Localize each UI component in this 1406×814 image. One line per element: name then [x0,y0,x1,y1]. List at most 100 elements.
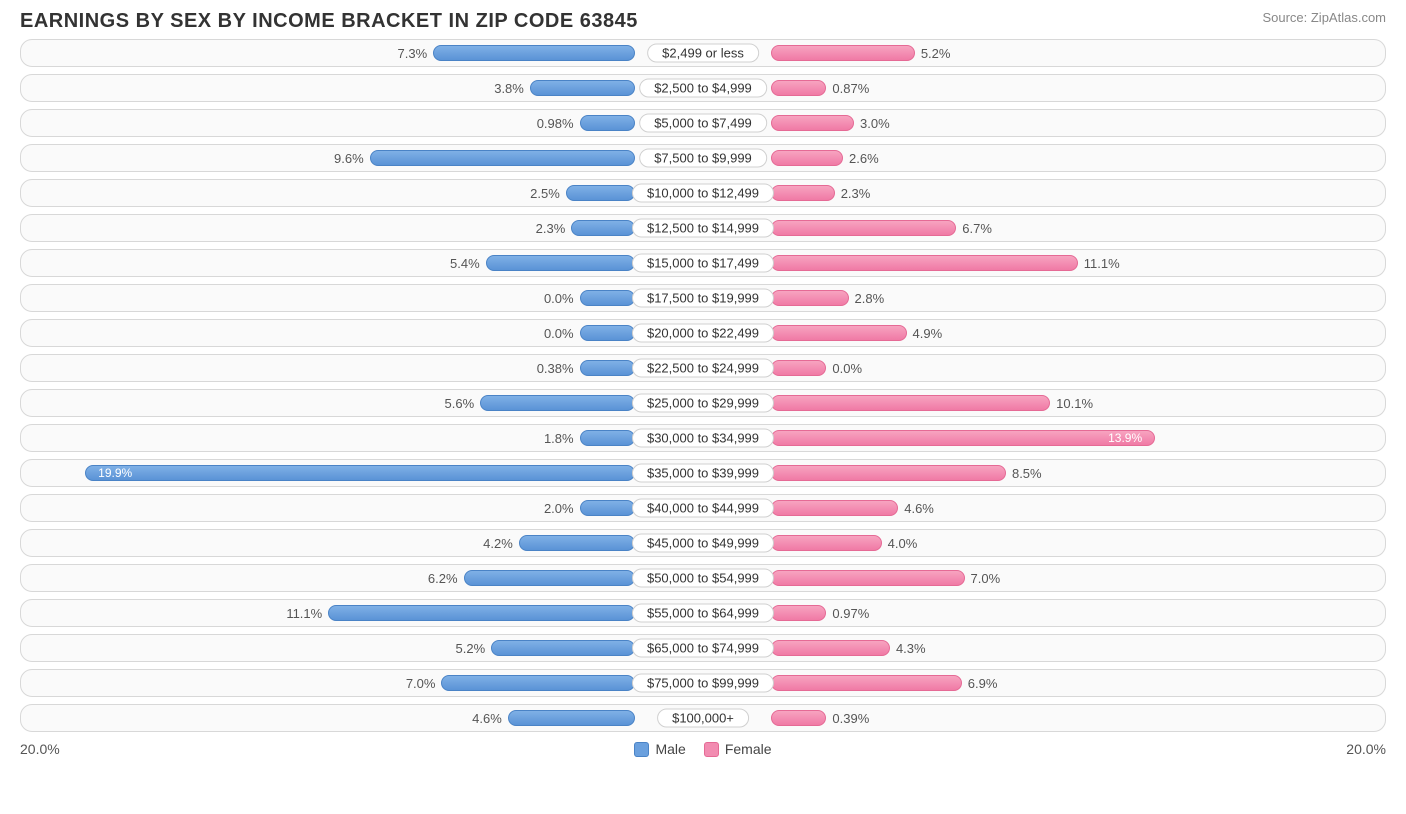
bracket-label: $7,500 to $9,999 [639,149,767,168]
male-bar [441,675,634,691]
female-pct-label: 10.1% [1050,396,1099,411]
female-pct-label: 2.3% [835,186,877,201]
female-bar [771,710,826,726]
bracket-label: $45,000 to $49,999 [632,534,774,553]
female-bar [771,150,843,166]
bracket-label: $25,000 to $29,999 [632,394,774,413]
male-bar [580,500,635,516]
female-pct-label: 6.7% [956,221,998,236]
female-bar [771,675,962,691]
female-swatch-icon [704,742,719,757]
male-swatch-icon [634,742,649,757]
legend-female-label: Female [725,741,772,757]
male-pct-label: 0.38% [531,361,580,376]
male-bar [433,45,635,61]
female-bar [771,80,826,96]
male-pct-label: 6.2% [422,571,464,586]
female-bar [771,465,1006,481]
female-bar [771,605,826,621]
male-bar [580,290,635,306]
axis-max-right: 20.0% [1346,741,1386,757]
female-bar [771,325,906,341]
bracket-label: $50,000 to $54,999 [632,569,774,588]
bracket-label: $10,000 to $12,499 [632,184,774,203]
chart-row: 1.8% 13.9% $30,000 to $34,999 [20,424,1386,452]
chart-row: 0.0%4.9%$20,000 to $22,499 [20,319,1386,347]
female-bar [771,570,964,586]
chart-row: 5.2%4.3%$65,000 to $74,999 [20,634,1386,662]
female-bar [771,360,826,376]
chart-row: 7.0%6.9%$75,000 to $99,999 [20,669,1386,697]
female-bar [771,535,881,551]
bracket-label: $15,000 to $17,499 [632,254,774,273]
bracket-label: $35,000 to $39,999 [632,464,774,483]
female-pct-label: 13.9% [1102,431,1148,445]
male-bar [486,255,635,271]
male-bar [580,325,635,341]
axis-max-left: 20.0% [20,741,60,757]
female-bar [771,290,848,306]
chart-row: 0.98%3.0%$5,000 to $7,499 [20,109,1386,137]
bracket-label: $5,000 to $7,499 [639,114,767,133]
female-bar [771,220,956,236]
female-pct-label: 4.3% [890,641,932,656]
chart-row: 0.38% 0.0% $22,500 to $24,999 [20,354,1386,382]
chart-row: 5.6% 10.1% $25,000 to $29,999 [20,389,1386,417]
female-bar [771,45,915,61]
female-pct-label: 5.2% [915,46,957,61]
male-pct-label: 7.3% [392,46,434,61]
female-pct-label: 8.5% [1006,466,1048,481]
male-pct-label: 5.6% [439,396,481,411]
bracket-label: $100,000+ [657,709,749,728]
legend-male-label: Male [655,741,685,757]
chart-row: 6.2% 7.0% $50,000 to $54,999 [20,564,1386,592]
male-bar [580,430,635,446]
female-pct-label: 2.8% [849,291,891,306]
chart-header: EARNINGS BY SEX BY INCOME BRACKET IN ZIP… [0,0,1406,37]
female-pct-label: 4.9% [907,326,949,341]
male-pct-label: 1.8% [538,431,580,446]
male-pct-label: 4.6% [466,711,508,726]
female-pct-label: 11.1% [1078,256,1126,271]
bracket-label: $20,000 to $22,499 [632,324,774,343]
bracket-label: $75,000 to $99,999 [632,674,774,693]
legend: Male Female [634,741,771,757]
female-pct-label: 0.0% [826,361,868,376]
male-bar [480,395,635,411]
bracket-label: $40,000 to $44,999 [632,499,774,518]
female-pct-label: 0.39% [826,711,875,726]
male-pct-label: 3.8% [488,81,530,96]
female-pct-label: 0.97% [826,606,875,621]
male-bar [519,535,635,551]
bracket-label: $30,000 to $34,999 [632,429,774,448]
female-bar [771,395,1050,411]
chart-row: 4.2%4.0%$45,000 to $49,999 [20,529,1386,557]
male-pct-label: 9.6% [328,151,370,166]
chart-row: 3.8% 0.87% $2,500 to $4,999 [20,74,1386,102]
chart-source: Source: ZipAtlas.com [1262,10,1386,25]
bracket-label: $22,500 to $24,999 [632,359,774,378]
bracket-label: $17,500 to $19,999 [632,289,774,308]
male-pct-label: 5.4% [444,256,486,271]
male-bar [491,640,635,656]
female-pct-label: 2.6% [843,151,885,166]
chart-row: 9.6% 2.6% $7,500 to $9,999 [20,144,1386,172]
chart-row: 11.1%0.97%$55,000 to $64,999 [20,599,1386,627]
male-pct-label: 7.0% [400,676,442,691]
female-pct-label: 7.0% [965,571,1007,586]
chart-row: 2.5%2.3%$10,000 to $12,499 [20,179,1386,207]
male-bar [566,185,635,201]
male-pct-label: 2.0% [538,501,580,516]
chart-title: EARNINGS BY SEX BY INCOME BRACKET IN ZIP… [20,10,638,33]
male-bar [580,115,635,131]
chart-row: 2.3%6.7%$12,500 to $14,999 [20,214,1386,242]
chart-row: 4.6% 0.39% $100,000+ [20,704,1386,732]
male-bar: 19.9% [85,465,635,481]
bracket-label: $2,500 to $4,999 [639,79,767,98]
chart-footer: 20.0% Male Female 20.0% [0,739,1406,759]
male-pct-label: 2.3% [530,221,572,236]
male-bar [508,710,635,726]
legend-male: Male [634,741,685,757]
female-bar: 13.9% [771,430,1155,446]
female-pct-label: 0.87% [826,81,875,96]
